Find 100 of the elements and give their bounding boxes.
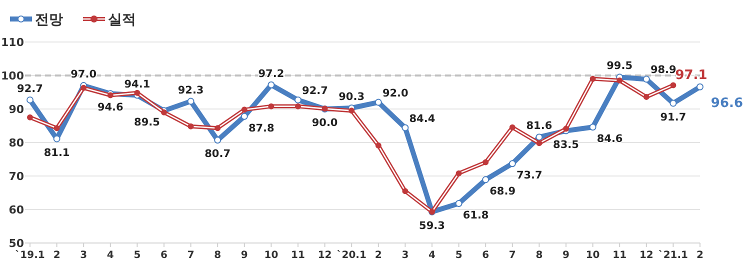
x-tick-label: 3 bbox=[402, 250, 409, 261]
y-tick-label: 100 bbox=[1, 70, 24, 82]
point bbox=[616, 78, 623, 84]
point bbox=[642, 76, 650, 83]
point bbox=[348, 108, 355, 114]
point bbox=[536, 134, 543, 141]
data-label: 84.6 bbox=[596, 133, 623, 146]
y-tick-label: 70 bbox=[8, 170, 24, 183]
y-tick-label: 50 bbox=[8, 237, 24, 250]
point bbox=[214, 125, 221, 132]
legend-label: 실적 bbox=[108, 12, 136, 28]
data-label: 81.6 bbox=[526, 120, 552, 132]
point bbox=[54, 125, 60, 132]
data-label: 89.5 bbox=[134, 116, 160, 129]
data-label: 80.7 bbox=[204, 148, 231, 160]
point bbox=[26, 96, 34, 104]
point bbox=[402, 124, 409, 132]
point bbox=[402, 188, 408, 194]
y-tick-label: 90 bbox=[8, 103, 24, 116]
x-tick-label: 5 bbox=[134, 250, 141, 261]
x-tick-label: 6 bbox=[482, 250, 490, 261]
x-tick-label: 2 bbox=[696, 250, 704, 261]
data-label: 97.1 bbox=[675, 68, 708, 84]
point bbox=[241, 106, 248, 113]
data-label: 92.7 bbox=[17, 82, 43, 95]
x-tick-label: 6 bbox=[160, 250, 168, 261]
y-tick-label: 80 bbox=[8, 136, 24, 150]
point bbox=[482, 176, 490, 184]
point bbox=[374, 98, 382, 106]
x-tick-label: 12 bbox=[318, 250, 332, 261]
point bbox=[456, 170, 462, 176]
data-label: 94.6 bbox=[97, 102, 124, 114]
point bbox=[240, 112, 248, 120]
point bbox=[187, 98, 194, 105]
point bbox=[509, 124, 516, 130]
x-tick-label: `20.1 bbox=[336, 250, 366, 261]
data-label: 61.8 bbox=[462, 209, 489, 222]
x-tick-label: 2 bbox=[374, 250, 382, 261]
point bbox=[590, 76, 596, 82]
data-label: 84.4 bbox=[409, 112, 436, 125]
point bbox=[80, 84, 87, 91]
point bbox=[563, 126, 569, 132]
x-tick-label: 8 bbox=[536, 250, 543, 261]
data-label: 73.7 bbox=[516, 170, 542, 182]
point bbox=[268, 103, 274, 110]
point bbox=[455, 200, 462, 207]
x-tick-label: 9 bbox=[562, 250, 570, 261]
data-label: 94.1 bbox=[124, 78, 150, 90]
data-label: 91.7 bbox=[660, 111, 686, 124]
data-label: 81.1 bbox=[44, 146, 70, 159]
data-label: 99.5 bbox=[606, 60, 633, 72]
data-label: 96.6 bbox=[710, 96, 743, 111]
x-tick-label: 9 bbox=[240, 250, 248, 261]
x-tick-label: `19.1 bbox=[15, 250, 45, 261]
x-tick-label: 7 bbox=[187, 250, 194, 261]
point bbox=[134, 90, 140, 96]
point bbox=[27, 114, 33, 120]
data-label: 68.9 bbox=[490, 186, 516, 198]
x-tick-label: 10 bbox=[586, 250, 600, 261]
x-tick-label: 3 bbox=[80, 250, 88, 261]
point bbox=[670, 100, 677, 107]
data-label: 92.7 bbox=[302, 84, 328, 97]
point bbox=[375, 142, 382, 149]
x-tick-label: 2 bbox=[53, 250, 60, 261]
point bbox=[643, 94, 650, 100]
data-label: 92.0 bbox=[382, 87, 408, 100]
x-tick-label: 4 bbox=[428, 250, 436, 261]
x-tick-label: 5 bbox=[455, 250, 462, 261]
point bbox=[214, 136, 222, 144]
point bbox=[53, 135, 60, 142]
x-tick-label: 12 bbox=[639, 250, 654, 261]
point bbox=[670, 82, 676, 88]
x-tick-label: 4 bbox=[106, 250, 114, 261]
point bbox=[295, 103, 301, 110]
x-tick-label: `21.1 bbox=[658, 250, 688, 261]
point bbox=[696, 83, 704, 90]
data-label: 90.3 bbox=[338, 90, 365, 103]
point bbox=[268, 81, 275, 88]
data-label: 90.0 bbox=[312, 117, 338, 129]
x-tick-label: 8 bbox=[214, 250, 222, 261]
legend-label: 전망 bbox=[35, 12, 63, 28]
x-tick-label: 11 bbox=[291, 250, 305, 261]
x-tick-label: 10 bbox=[264, 250, 278, 261]
point bbox=[482, 159, 489, 166]
data-label: 83.5 bbox=[553, 138, 579, 151]
x-tick-label: 7 bbox=[508, 250, 516, 261]
y-tick-label: 60 bbox=[8, 204, 24, 216]
y-tick-label: 110 bbox=[1, 36, 24, 49]
x-tick-label: 11 bbox=[612, 250, 627, 261]
point bbox=[508, 160, 516, 168]
point bbox=[536, 140, 542, 146]
data-label: 59.3 bbox=[419, 220, 445, 232]
point bbox=[589, 124, 596, 131]
data-label: 97.0 bbox=[70, 68, 97, 81]
data-label: 92.3 bbox=[178, 84, 204, 96]
point bbox=[188, 123, 194, 130]
data-label: 98.9 bbox=[650, 64, 676, 76]
data-label: 87.8 bbox=[248, 122, 274, 134]
data-label: 97.2 bbox=[258, 68, 284, 80]
point bbox=[294, 96, 302, 104]
